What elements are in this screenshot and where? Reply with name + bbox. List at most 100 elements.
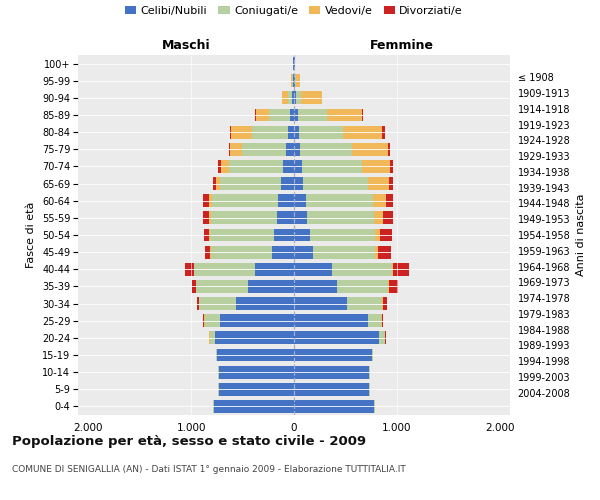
Bar (294, 143, 390, 156)
Bar (294, 348, 373, 362)
Bar (294, 108, 298, 122)
Bar (294, 348, 373, 362)
Bar (293, 57, 294, 70)
Bar (293, 57, 294, 70)
Bar (294, 74, 296, 87)
Bar (216, 348, 294, 362)
Bar (294, 126, 385, 138)
Bar (289, 92, 294, 104)
Bar (242, 143, 294, 156)
Bar (294, 366, 370, 378)
Bar (294, 383, 369, 396)
Bar (203, 212, 294, 224)
Bar (294, 160, 393, 173)
Bar (212, 194, 294, 207)
Bar (218, 366, 294, 378)
Bar (236, 297, 294, 310)
Bar (290, 108, 294, 122)
Bar (294, 177, 389, 190)
Bar (293, 57, 294, 70)
Bar (292, 92, 294, 104)
Bar (248, 280, 294, 293)
Bar (255, 108, 294, 122)
Bar (211, 246, 294, 258)
Bar (294, 366, 369, 378)
Bar (294, 246, 375, 258)
Bar (294, 383, 370, 396)
Bar (209, 332, 294, 344)
Bar (209, 332, 294, 344)
Bar (214, 400, 294, 413)
Bar (294, 177, 303, 190)
Bar (192, 280, 294, 293)
Bar (294, 400, 374, 413)
Bar (294, 332, 385, 344)
Bar (294, 212, 393, 224)
Bar (213, 400, 294, 413)
Bar (294, 383, 370, 396)
Bar (294, 263, 393, 276)
Bar (217, 348, 294, 362)
Bar (277, 212, 294, 224)
Bar (294, 280, 389, 293)
Bar (286, 143, 294, 156)
Bar (281, 177, 294, 190)
Bar (294, 194, 307, 207)
Bar (294, 212, 374, 224)
Bar (221, 160, 294, 173)
Bar (294, 160, 362, 173)
Bar (274, 228, 294, 241)
Bar (294, 297, 386, 310)
Bar (291, 74, 294, 87)
Bar (283, 160, 294, 173)
Bar (209, 228, 294, 241)
Bar (294, 400, 375, 413)
Bar (294, 228, 380, 241)
Bar (294, 160, 389, 173)
Bar (294, 314, 382, 327)
Bar (294, 314, 382, 327)
Bar (256, 108, 294, 122)
Bar (294, 194, 393, 207)
Bar (293, 74, 294, 87)
Bar (281, 92, 294, 104)
Bar (272, 246, 294, 258)
Bar (294, 280, 337, 293)
Bar (294, 297, 382, 310)
Bar (196, 280, 294, 293)
Bar (218, 383, 294, 396)
Bar (255, 263, 294, 276)
Bar (294, 177, 393, 190)
Bar (294, 228, 310, 241)
Bar (213, 400, 294, 413)
Bar (205, 246, 294, 258)
Bar (185, 263, 294, 276)
Bar (294, 177, 368, 190)
Bar (294, 212, 383, 224)
Bar (294, 143, 388, 156)
Bar (294, 314, 368, 327)
Bar (218, 160, 294, 173)
Bar (294, 126, 299, 138)
Legend: Celibi/Nubili, Coniugati/e, Vedovi/e, Divorziati/e: Celibi/Nubili, Coniugati/e, Vedovi/e, Di… (121, 2, 467, 21)
Bar (294, 348, 373, 362)
Bar (294, 263, 409, 276)
Bar (219, 383, 294, 396)
Bar (294, 297, 383, 310)
Bar (294, 263, 332, 276)
Bar (294, 126, 343, 138)
Bar (294, 366, 370, 378)
Bar (294, 108, 327, 122)
Bar (269, 108, 294, 122)
Text: Maschi: Maschi (161, 38, 211, 52)
Bar (294, 74, 295, 87)
Bar (294, 108, 363, 122)
Bar (211, 212, 294, 224)
Bar (209, 332, 294, 344)
Bar (291, 74, 294, 87)
Bar (231, 126, 294, 138)
Bar (288, 126, 294, 138)
Bar (194, 263, 294, 276)
Bar (294, 74, 299, 87)
Bar (218, 383, 294, 396)
